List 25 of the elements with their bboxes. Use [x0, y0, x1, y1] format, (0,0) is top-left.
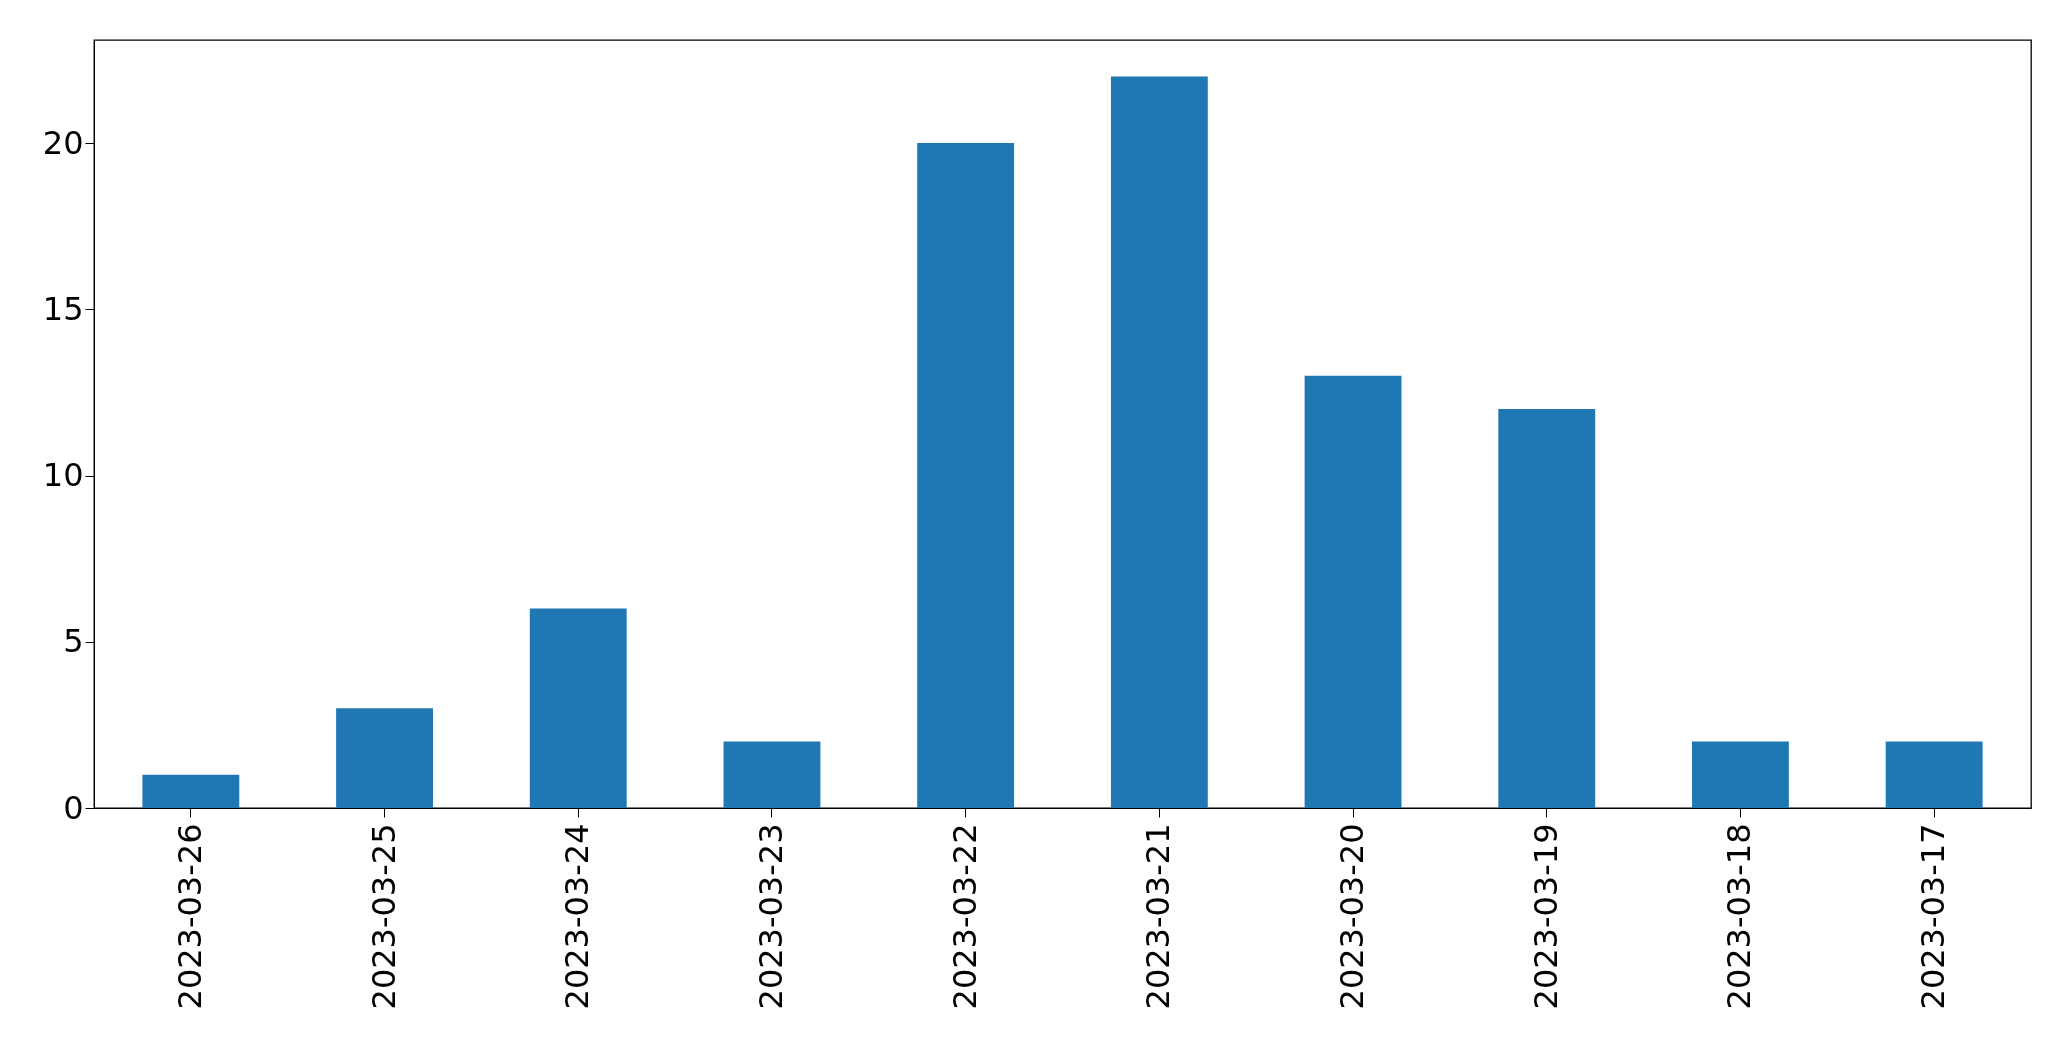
- x-tick-label: 2023-03-24: [558, 823, 597, 1010]
- bar: [1110, 76, 1208, 808]
- bar: [1498, 409, 1596, 808]
- bar: [1304, 375, 1402, 808]
- y-tick-label: 5: [63, 622, 84, 661]
- y-tick-label: 10: [42, 456, 84, 495]
- x-tick-label: 2023-03-18: [1720, 823, 1759, 1010]
- bar: [723, 741, 821, 808]
- bar: [1885, 741, 1983, 808]
- bar: [529, 608, 627, 808]
- y-tick-label: 15: [42, 289, 84, 328]
- x-tick-label: 2023-03-26: [170, 823, 209, 1010]
- y-tick-label: 20: [42, 123, 84, 162]
- x-tick-label: 2023-03-25: [364, 823, 403, 1010]
- x-tick-label: 2023-03-23: [751, 823, 790, 1010]
- bar: [142, 774, 240, 808]
- bar: [1692, 741, 1789, 808]
- bar: [336, 708, 433, 808]
- bar: [917, 143, 1015, 808]
- x-tick-label: 2023-03-22: [945, 823, 984, 1010]
- y-tick-label: 0: [63, 788, 84, 827]
- x-tick-label: 2023-03-17: [1914, 823, 1953, 1010]
- x-tick-label: 2023-03-20: [1333, 823, 1372, 1010]
- x-tick-label: 2023-03-21: [1139, 823, 1178, 1010]
- x-tick-label: 2023-03-19: [1526, 823, 1565, 1010]
